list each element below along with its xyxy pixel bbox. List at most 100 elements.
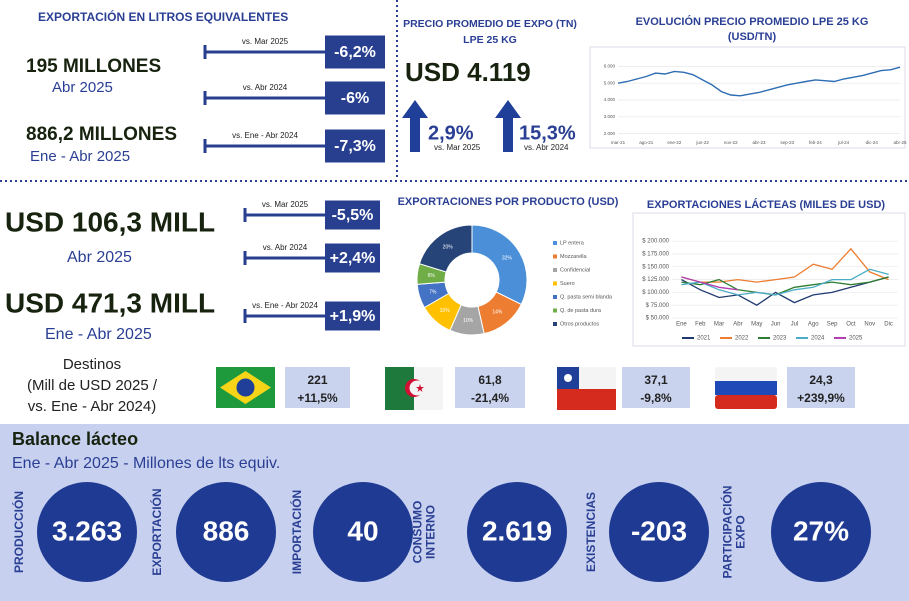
balance-value: 3.263	[52, 515, 122, 546]
x-tick-label: jun-22	[695, 140, 709, 145]
y-tick-label: 5.000	[604, 80, 616, 85]
destination-change: -9,8%	[640, 391, 672, 405]
destination-change: +239,9%	[797, 391, 845, 405]
slice-label: 32%	[502, 256, 513, 262]
legend-label: 2021	[697, 336, 711, 342]
slice-label: 10%	[440, 308, 451, 314]
up-arrow	[495, 100, 521, 152]
price-amount: USD 4.119	[405, 57, 531, 87]
balance-circle	[313, 482, 413, 582]
comparison-value: +1,9%	[330, 308, 376, 325]
x-tick-label: dic-24	[866, 140, 879, 145]
x-tick-label: sep-23	[780, 140, 794, 145]
section-title: EXPORTACIÓN EN LITROS EQUIVALENTES	[38, 9, 288, 24]
legend-label: 2023	[773, 336, 787, 342]
comparison-label: vs. Abr 2024	[243, 83, 288, 92]
slice-label: 6%	[428, 273, 436, 279]
x-tick-label: feb-24	[809, 140, 822, 145]
x-tick-label: May	[751, 322, 762, 328]
balance-value: 40	[347, 515, 378, 546]
series-line	[681, 276, 738, 291]
comparison-box	[325, 200, 380, 230]
y-tick-label: 2.000	[604, 131, 616, 136]
comparison-box	[325, 243, 380, 273]
destination-change: +11,5%	[297, 391, 338, 405]
comparison-value: +2,4%	[330, 250, 376, 267]
y-tick-label: 3.000	[604, 114, 616, 119]
balance-label: EXPO	[734, 515, 748, 548]
x-tick-label: nov-22	[724, 140, 738, 145]
period: Ene - Abr 2025	[30, 148, 130, 165]
legend-label: Suero	[560, 281, 575, 287]
amount: USD 106,3 MILL	[5, 206, 215, 237]
legend-swatch	[553, 268, 557, 272]
chart-title: EVOLUCIÓN PRECIO PROMEDIO LPE 25 KG	[636, 15, 869, 28]
comparison-box	[325, 301, 380, 331]
legend-label: Otros productos	[560, 321, 599, 327]
legend-swatch	[553, 308, 557, 313]
y-tick-label: $ 175.000	[642, 252, 669, 258]
y-tick-label: $ 150.000	[642, 264, 669, 270]
price-change: 2,9%	[428, 122, 474, 144]
comparison-label: vs. Ene - Abr 2024	[232, 131, 298, 140]
x-tick-label: Dic	[884, 322, 893, 328]
y-tick-label: 6.000	[604, 64, 616, 69]
balance-label: CONSUMO	[411, 501, 425, 564]
balance-value: -203	[631, 515, 687, 546]
balance-value: 886	[203, 515, 250, 546]
comparison-label: vs. Mar 2025	[242, 37, 289, 46]
balance-label: PARTICIPACIÓN	[720, 486, 735, 579]
destinations-title: (Mill de USD 2025 /	[27, 377, 158, 394]
legend-label: LP entera	[560, 240, 585, 246]
legend-label: Q. pasta semi blanda	[560, 294, 613, 300]
y-tick-label: $ 200.000	[642, 239, 669, 245]
x-tick-label: abr-23	[752, 140, 766, 145]
slice-label: 7%	[429, 290, 437, 296]
destination-box	[622, 367, 690, 408]
balance-label: PRODUCCIÓN	[11, 491, 26, 573]
balance-label: IMPORTACIÓN	[289, 490, 304, 574]
comparison-box	[325, 81, 385, 115]
slice-label: 14%	[492, 310, 503, 316]
y-tick-label: $ 100.000	[642, 290, 669, 296]
legend-swatch	[553, 322, 557, 326]
legend-label: Mozzarella	[560, 254, 588, 260]
legend-label: 2022	[735, 336, 749, 342]
amount: USD 471,3 MILL	[5, 287, 215, 318]
up-arrow	[402, 100, 428, 152]
x-tick-label: Sep	[827, 322, 838, 328]
destination-box	[285, 367, 350, 408]
donut-slice	[418, 224, 473, 273]
amount: 195 MILLONES	[26, 56, 161, 77]
legend-swatch	[553, 281, 557, 286]
balance-label: EXISTENCIAS	[584, 492, 598, 572]
price-title: LPE 25 KG	[463, 34, 517, 46]
period: Ene - Abr 2025	[45, 326, 152, 343]
legend-swatch	[553, 241, 557, 245]
balance-panel	[0, 424, 909, 601]
balance-value: 2.619	[482, 515, 552, 546]
destination-amount: 221	[307, 373, 327, 387]
y-tick-label: $ 50.000	[646, 316, 670, 322]
price-title: PRECIO PROMEDIO DE EXPO (TN)	[403, 18, 577, 30]
legend-label: Q. de pasta dura	[560, 308, 602, 314]
legend-swatch	[553, 295, 557, 299]
legend-swatch	[553, 254, 557, 259]
flag-algeria	[385, 367, 443, 410]
comparison-value: -6,2%	[334, 44, 376, 61]
comparison-value: -5,5%	[332, 207, 374, 224]
destination-amount: 61,8	[478, 373, 502, 387]
series-line	[617, 66, 901, 97]
y-tick-label: 4.000	[604, 97, 616, 102]
destinations-title: vs. Ene - Abr 2024)	[28, 398, 156, 415]
destination-box	[787, 367, 855, 408]
balance-circle	[467, 482, 567, 582]
price-change-label: vs. Mar 2025	[434, 143, 481, 152]
x-tick-label: abr-25	[893, 140, 907, 145]
legend-label: Confidencial	[560, 267, 590, 273]
legend-label: 2025	[849, 336, 863, 342]
chart-title: (USD/TN)	[728, 31, 777, 43]
x-tick-label: Abr	[733, 322, 742, 328]
flag-brazil	[216, 367, 275, 408]
